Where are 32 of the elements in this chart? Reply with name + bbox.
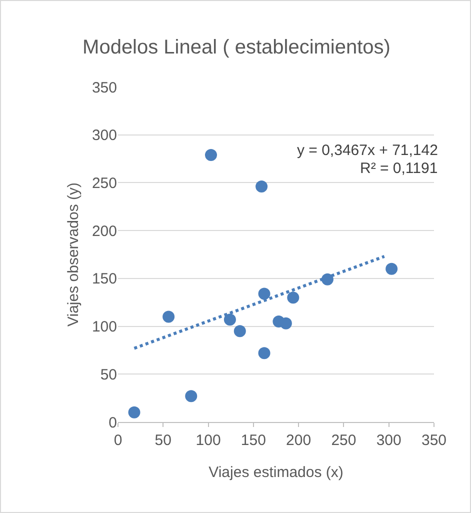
point <box>258 347 270 360</box>
y-axis-title: Viajes observados (y) <box>65 182 82 326</box>
x-tick-label: 350 <box>421 432 447 449</box>
x-tick-label: 200 <box>286 432 312 449</box>
point <box>185 390 198 402</box>
point <box>234 325 246 338</box>
y-tick-label: 250 <box>92 174 117 192</box>
x-tick-label: 150 <box>240 432 266 449</box>
x-tick-label: 300 <box>376 432 402 449</box>
x-tick-label: 50 <box>154 432 172 449</box>
y-tick-label: 0 <box>108 414 117 432</box>
annotation: y = 0,3467x + 71,142 <box>297 142 438 159</box>
point <box>280 317 292 330</box>
point <box>386 262 398 275</box>
annotation: R² = 0,1191 <box>360 160 438 177</box>
y-tick-label: 200 <box>92 222 117 240</box>
point <box>258 288 270 300</box>
chart-title: Modelos Lineal ( establecimientos) <box>82 36 390 58</box>
y-tick-label: 100 <box>92 318 117 336</box>
x-tick-label: 250 <box>331 432 356 449</box>
y-tick-label: 50 <box>100 366 117 384</box>
x-tick-label: 100 <box>196 432 221 449</box>
point <box>162 310 175 323</box>
y-tick-label: 300 <box>92 127 117 144</box>
point <box>204 148 217 161</box>
point <box>128 406 140 418</box>
point <box>287 292 300 304</box>
point <box>256 180 268 193</box>
x-axis-title: Viajes estimados (x) <box>208 464 344 481</box>
y-tick-label: 350 <box>92 79 117 96</box>
point <box>224 314 236 326</box>
y-tick-label: 150 <box>92 270 117 288</box>
